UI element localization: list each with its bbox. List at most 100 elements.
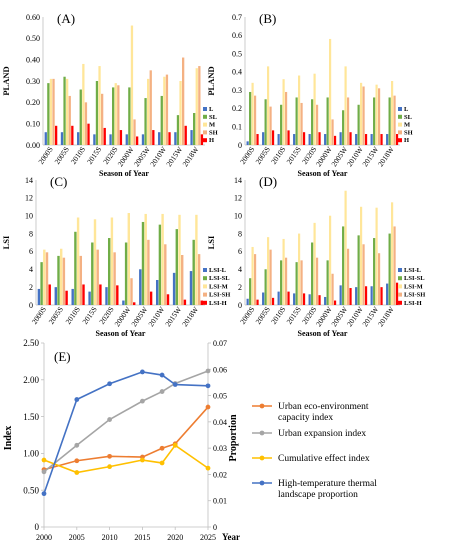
legend-swatch bbox=[203, 107, 207, 111]
bar-sh bbox=[284, 91, 288, 145]
y-axis-label: LSI bbox=[206, 235, 216, 249]
bar-lsi-sl bbox=[264, 269, 267, 305]
y-tick-label: 0.7 bbox=[232, 13, 242, 22]
y2-tick-label: 0.05 bbox=[213, 392, 227, 401]
bar-lsi-h bbox=[65, 290, 68, 305]
bar-lsi-l bbox=[370, 286, 373, 305]
x-tick-label: 2018W bbox=[180, 144, 201, 168]
y-tick-label: 2 bbox=[238, 283, 242, 292]
data-point bbox=[74, 442, 80, 448]
y-tick-label: 0.50 bbox=[26, 34, 40, 43]
bar-lsi-sl bbox=[141, 221, 145, 305]
data-point bbox=[172, 382, 178, 387]
data-point bbox=[205, 404, 211, 410]
bar-h bbox=[380, 134, 383, 145]
bar-lsi-sl bbox=[192, 239, 195, 305]
bar-sl bbox=[79, 89, 82, 145]
bar-lsi-sh bbox=[300, 260, 303, 305]
bar-lsi-h bbox=[333, 300, 337, 305]
bar-sh bbox=[117, 85, 120, 145]
y-tick-label: 0.1 bbox=[232, 123, 242, 132]
legend-label: LSI-M bbox=[209, 283, 228, 290]
series-line bbox=[43, 371, 209, 494]
y-tick-label: 2.50 bbox=[23, 338, 39, 348]
bar-h bbox=[349, 132, 352, 145]
bar-l bbox=[308, 134, 311, 145]
bar-lsi-m bbox=[329, 215, 332, 305]
panel-c-chart: 024681012142000S2005S2010S2015S2020S2000… bbox=[1, 174, 230, 338]
bar-lsi-m bbox=[251, 246, 254, 305]
bar-m bbox=[49, 78, 53, 145]
bar-lsi-l bbox=[293, 293, 296, 305]
panel-label: (E) bbox=[54, 349, 71, 364]
bar-sl bbox=[357, 104, 360, 145]
bar-m bbox=[114, 83, 117, 145]
bar-lsi-h bbox=[82, 284, 85, 305]
y2-tick-label: 0.01 bbox=[213, 497, 227, 506]
x-tick-label: 2010S bbox=[269, 145, 287, 166]
bar-h bbox=[168, 132, 171, 145]
bar-sl bbox=[95, 81, 99, 145]
bar-lsi-sl bbox=[357, 235, 360, 305]
legend-label: Urban eco-environment capacity index bbox=[278, 402, 369, 423]
legend-swatch bbox=[203, 268, 207, 272]
bar-lsi-l bbox=[355, 287, 358, 305]
bar-lsi-h bbox=[364, 286, 368, 305]
bar-lsi-sh bbox=[362, 244, 365, 305]
bar-lsi-sl bbox=[158, 224, 162, 305]
legend-swatch bbox=[398, 276, 402, 281]
bar-lsi-m bbox=[161, 213, 164, 305]
bar-m bbox=[179, 81, 182, 145]
legend-label: Urban expansion index bbox=[278, 429, 366, 439]
y-tick-label: 0 bbox=[35, 522, 40, 532]
x-axis-label: Season of Year bbox=[96, 329, 146, 338]
bar-lsi-l bbox=[54, 287, 57, 305]
panel-e-chart: 0 0.50 1.00 1.50 2.00 2.50 0 0.01 0.02 0.03 0.04 0.… bbox=[3, 338, 377, 542]
bar-lsi-sh bbox=[79, 255, 83, 305]
bar-m bbox=[82, 63, 85, 145]
bar-h bbox=[119, 130, 123, 145]
legend-label: H bbox=[209, 137, 214, 144]
bar-lsi-sl bbox=[107, 238, 111, 305]
bar-lsi-sh bbox=[164, 244, 167, 305]
legend-swatch bbox=[398, 284, 402, 289]
bar-l bbox=[339, 132, 342, 145]
bar-lsi-h bbox=[287, 291, 290, 305]
bar-lsi-h bbox=[200, 300, 204, 305]
data-point bbox=[140, 457, 145, 463]
legend-swatch bbox=[398, 130, 402, 135]
y-axis-label: PLAND bbox=[206, 66, 216, 95]
legend-marker bbox=[259, 455, 265, 461]
bar-sl bbox=[128, 87, 131, 145]
bar-lsi-sh bbox=[197, 254, 201, 305]
bar-lsi-l bbox=[308, 294, 311, 305]
x-tick-label: 2010 bbox=[102, 533, 118, 542]
y-tick-label: 0.3 bbox=[232, 86, 242, 95]
y-tick-label: 4 bbox=[238, 265, 242, 274]
legend-label: LSI-SH bbox=[404, 292, 425, 299]
panel-label: (B) bbox=[259, 11, 276, 26]
bar-lsi-l bbox=[324, 296, 327, 305]
bar-h bbox=[103, 127, 106, 145]
legend-label: High-temperature thermal landscape propor… bbox=[278, 479, 377, 500]
bar-l bbox=[277, 134, 280, 145]
x-tick-label: 2010S bbox=[269, 305, 287, 326]
bar-sl bbox=[388, 97, 391, 145]
bar-h bbox=[152, 130, 155, 145]
bar-lsi-h bbox=[133, 302, 136, 305]
y-tick-label: 10 bbox=[234, 212, 242, 221]
bar-m bbox=[344, 66, 347, 145]
data-point bbox=[159, 389, 165, 394]
y-tick-label: 8 bbox=[238, 229, 242, 238]
legend-swatch bbox=[398, 114, 402, 119]
bar-sh bbox=[181, 57, 185, 145]
data-point bbox=[159, 445, 165, 451]
bar-lsi-l bbox=[71, 288, 74, 305]
bar-lsi-sh bbox=[346, 248, 350, 305]
bar-sl bbox=[373, 97, 376, 145]
bar-sh bbox=[393, 95, 396, 145]
legend-label: Cumulative effect index bbox=[278, 453, 370, 464]
bar-lsi-sh bbox=[45, 252, 49, 305]
bar-lsi-sl bbox=[280, 260, 283, 305]
bar-lsi-sl bbox=[175, 229, 178, 305]
